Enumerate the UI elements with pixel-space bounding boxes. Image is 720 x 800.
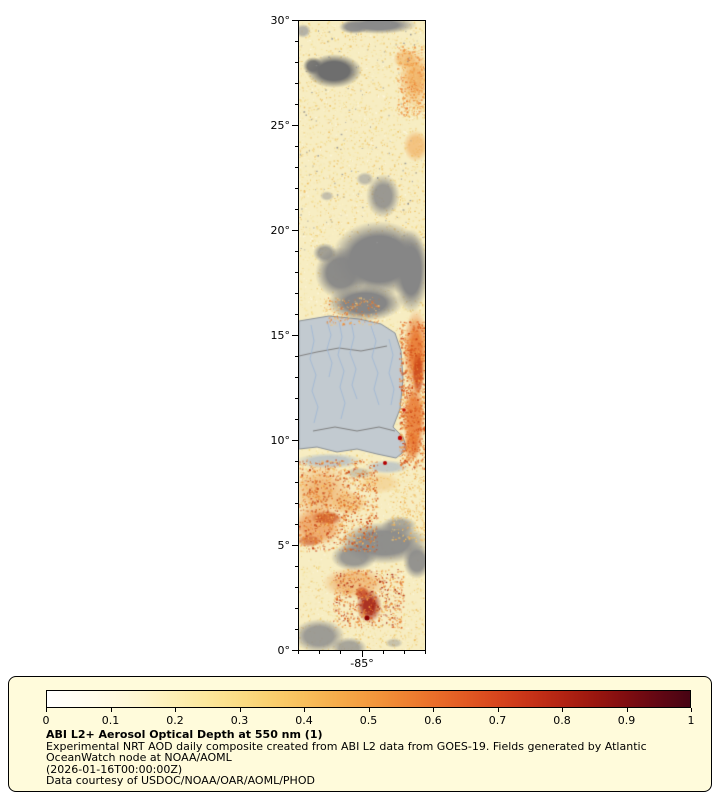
- x-tick: [361, 651, 363, 657]
- colorbar-gradient: [46, 690, 691, 708]
- y-tick-label: 5°: [277, 538, 291, 552]
- colorbar-description: Experimental NRT AOD daily composite cre…: [46, 739, 647, 765]
- x-tick: [340, 651, 342, 654]
- aod-map-canvas: [299, 21, 425, 650]
- colorbar-tick-label: 0.7: [488, 714, 507, 727]
- x-tick: [425, 651, 426, 654]
- x-tick: [319, 651, 321, 654]
- colorbar-tick: [175, 708, 176, 712]
- legend-panel: 0 0.1 0.2 0.3 0.4 0.5 0.6 0.7 0.8 0.9 1 ABI L2+ Ae…: [8, 676, 712, 792]
- x-tick-label: -85°: [350, 657, 374, 670]
- colorbar-tick: [626, 708, 628, 712]
- y-tick-label: 25°: [270, 118, 291, 132]
- y-tick-label: 20°: [270, 223, 291, 237]
- colorbar-tick: [368, 708, 370, 712]
- y-tick-label: 0°: [277, 643, 291, 657]
- colorbar-tick-label: 0.5: [359, 714, 378, 727]
- colorbar-timestamp: (2026-01-16T00:00:00Z): [46, 762, 183, 776]
- colorbar-tick-label: 0.9: [617, 714, 636, 727]
- y-tick-label: 30°: [270, 13, 291, 27]
- description-line: Experimental NRT AOD daily composite cre…: [46, 739, 647, 753]
- colorbar-tick-label: 0.6: [424, 714, 442, 727]
- colorbar-tick: [497, 708, 499, 712]
- x-tick: [382, 651, 384, 654]
- colorbar-tick: [433, 708, 434, 712]
- colorbar-tick-label: 1: [687, 714, 695, 727]
- colorbar-tick-label: 0.4: [295, 714, 313, 727]
- colorbar-tick: [239, 708, 241, 712]
- colorbar-ticks: 0 0.1 0.2 0.3 0.4 0.5 0.6 0.7 0.8 0.9 1: [9, 677, 711, 791]
- colorbar-tick: [304, 708, 305, 712]
- colorbar-tick-label: 0.1: [101, 714, 120, 727]
- y-tick-label: 15°: [270, 328, 291, 342]
- x-tick: [403, 651, 405, 654]
- colorbar-tick: [46, 708, 47, 712]
- colorbar-tick: [110, 708, 112, 712]
- description-line: OceanWatch node at NOAA/AOML: [46, 751, 232, 765]
- plot-frame: [298, 20, 426, 651]
- colorbar-tick-label: 0: [42, 714, 50, 727]
- colorbar-tick-label: 0.2: [166, 714, 184, 727]
- x-tick: [298, 651, 299, 654]
- colorbar-tick: [562, 708, 563, 712]
- colorbar-title: ABI L2+ Aerosol Optical Depth at 550 nm …: [46, 728, 323, 741]
- y-tick-label: 10°: [270, 433, 291, 447]
- colorbar-tick: [691, 708, 692, 712]
- colorbar-tick-label: 0.3: [230, 714, 249, 727]
- colorbar-tick-label: 0.8: [553, 714, 571, 727]
- legend-text: ABI L2+ Aerosol Optical Depth at 550 nm …: [46, 729, 647, 787]
- colorbar-credit: Data courtesy of USDOC/NOAA/OAR/AOML/PHO…: [46, 774, 315, 788]
